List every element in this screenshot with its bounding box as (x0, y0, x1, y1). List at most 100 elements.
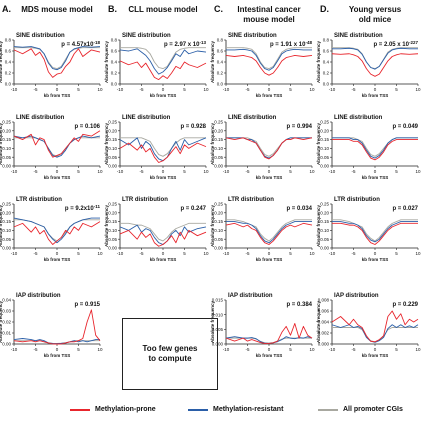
y-tick-label: 0.25 (320, 202, 329, 207)
series-line-methylation-prone (13, 130, 101, 158)
p-value: p = 0.247 (180, 206, 206, 212)
x-tick-label: 10 (415, 347, 421, 352)
series-line-methylation-prone (225, 323, 313, 344)
series-line-methylation-prone (13, 309, 101, 345)
y-tick-label: 0.00 (2, 342, 11, 347)
x-tick-label: 10 (415, 251, 421, 256)
y-tick-label: 0.008 (318, 298, 330, 303)
x-tick-label: -5 (351, 251, 355, 256)
y-tick-label: 0.4 (5, 60, 12, 65)
legend-label-all-promoter-cgis: All promoter CGIs (343, 406, 403, 413)
y-tick-label: 0.15 (2, 137, 11, 142)
series-line-all-promoter-cgis (226, 219, 312, 242)
y-tick-label: 0.2 (323, 71, 330, 76)
x-tick-label: 10 (415, 87, 421, 92)
y-tick-label: 0.15 (2, 219, 11, 224)
series-line-all-promoter-cgis (226, 47, 312, 70)
y-tick-label: 0.10 (214, 146, 223, 151)
y-tick-label: 0.25 (320, 120, 329, 125)
x-tick-label: 5 (183, 169, 186, 174)
y-tick-label: 0.000 (318, 342, 330, 347)
legend-swatch-methylation-prone (70, 408, 90, 411)
series-line-methylation-resistant (226, 137, 312, 159)
x-tick-label: 5 (183, 87, 186, 92)
y-tick-label: 0.4 (111, 60, 118, 65)
legend-label-methylation-resistant: Methylation-resistant (213, 406, 284, 413)
x-tick-label: 5 (77, 169, 80, 174)
y-tick-label: 0.8 (111, 38, 118, 43)
y-tick-label: 0.10 (108, 228, 117, 233)
x-tick-label: -10 (117, 251, 124, 256)
y-tick-label: 0.05 (320, 155, 329, 160)
x-axis-label: kb from TSS (256, 175, 283, 180)
x-axis-label: kb from TSS (44, 175, 71, 180)
column-letter: B. (108, 4, 117, 14)
y-tick-label: 0.4 (323, 60, 330, 65)
y-tick-label: 0.6 (111, 49, 118, 54)
y-tick-label: 0.05 (2, 155, 11, 160)
x-tick-label: 10 (97, 169, 103, 174)
x-axis-label: kb from TSS (362, 93, 389, 98)
y-tick-label: 0.03 (2, 309, 11, 314)
y-axis-label: Absolute frequency (210, 205, 215, 248)
y-tick-label: 0.05 (320, 237, 329, 242)
column-letter: C. (214, 4, 223, 14)
column-title: mouse model (243, 15, 295, 24)
series-line-all-promoter-cgis (226, 137, 312, 157)
x-tick-label: 0 (374, 87, 377, 92)
y-tick-label: 0.002 (318, 331, 330, 336)
x-tick-label: 0 (56, 347, 59, 352)
x-axis-label: kb from TSS (362, 175, 389, 180)
y-tick-label: 0.00 (320, 164, 329, 169)
series-line-all-promoter-cgis (14, 137, 100, 157)
series-line-methylation-prone (119, 229, 207, 247)
legend: Methylation-prone Methylation-resistant … (0, 402, 440, 422)
legend-swatch-all-promoter-cgis (318, 408, 338, 411)
y-tick-label: 0.8 (323, 38, 330, 43)
y-tick-label: 0.006 (318, 309, 330, 314)
y-tick-label: 0.10 (2, 146, 11, 151)
x-tick-label: 5 (395, 251, 398, 256)
x-tick-label: -10 (329, 169, 336, 174)
y-tick-label: 0.6 (5, 49, 12, 54)
series-line-all-promoter-cgis (120, 47, 206, 70)
series-line-methylation-prone (225, 137, 313, 160)
y-tick-label: 0.25 (214, 120, 223, 125)
y-tick-label: 0.2 (111, 71, 118, 76)
y-tick-label: 0.2 (217, 71, 224, 76)
y-tick-label: 0.4 (217, 60, 224, 65)
series-line-methylation-resistant (119, 48, 207, 75)
series-line-all-promoter-cgis (332, 137, 418, 157)
series-line-methylation-prone (331, 310, 419, 343)
y-tick-label: 0.20 (320, 128, 329, 133)
p-value: p = 0.928 (180, 124, 206, 130)
y-tick-label: 0.10 (320, 228, 329, 233)
y-tick-label: 0.0 (323, 82, 330, 87)
y-axis-label: Absolute frequency (104, 205, 109, 248)
p-value: p = 0.915 (74, 302, 100, 308)
x-tick-label: -5 (33, 87, 37, 92)
x-tick-label: 10 (97, 251, 103, 256)
x-axis-label: kb from TSS (256, 93, 283, 98)
y-tick-label: 0.15 (214, 219, 223, 224)
y-tick-label: 0.004 (318, 320, 330, 325)
x-tick-label: 0 (162, 251, 165, 256)
y-tick-label: 0.25 (2, 202, 11, 207)
y-axis-label: Absolute frequency (316, 41, 321, 84)
y-axis-label: Absolute frequency (210, 301, 215, 344)
x-tick-label: 10 (203, 251, 209, 256)
column-title: old mice (359, 15, 392, 24)
y-tick-label: 0.00 (108, 164, 117, 169)
y-tick-label: 0.2 (5, 71, 12, 76)
series-line-methylation-resistant (332, 47, 418, 70)
panel-title: LINE distribution (16, 115, 65, 121)
y-tick-label: 0.20 (108, 128, 117, 133)
x-tick-label: 0 (268, 251, 271, 256)
legend-item-all-promoter-cgis: All promoter CGIs (318, 406, 403, 413)
x-tick-label: -5 (139, 251, 143, 256)
series-line-methylation-resistant (332, 221, 418, 243)
x-tick-label: 5 (395, 169, 398, 174)
y-tick-label: 0.0 (217, 82, 224, 87)
y-axis-label: Absolute frequency (210, 41, 215, 84)
